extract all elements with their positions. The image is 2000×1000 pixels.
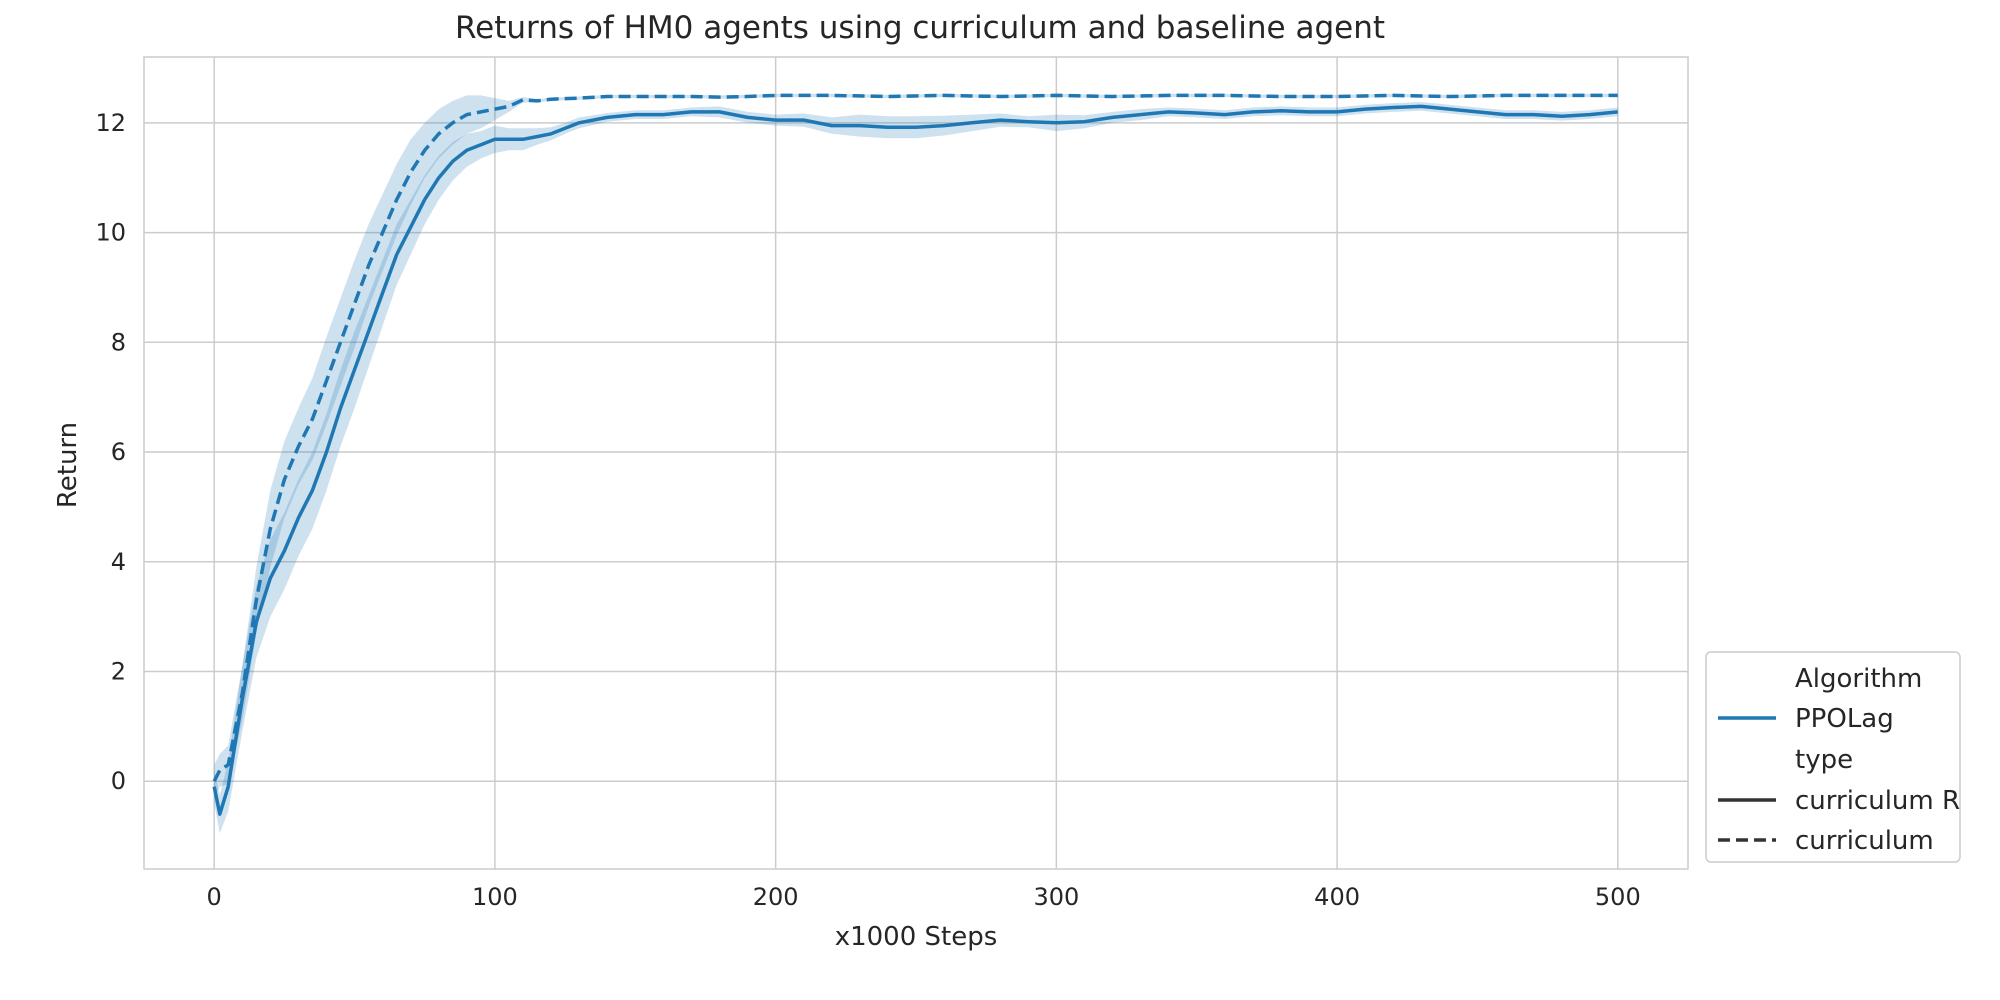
legend-header: Algorithm xyxy=(1795,664,1922,694)
y-tick-label: 10 xyxy=(95,219,126,247)
y-tick-labels: 0 2 4 6 8 10 12 xyxy=(95,109,126,795)
chart-title: Returns of HM0 agents using curriculum a… xyxy=(455,10,1385,46)
legend-entry-label: curriculum xyxy=(1795,826,1934,856)
y-axis-label: Return xyxy=(53,422,83,508)
legend-box xyxy=(1705,651,1961,863)
y-tick-label: 8 xyxy=(111,328,126,356)
x-tick-label: 300 xyxy=(1033,883,1079,911)
series-line-curriculum-R xyxy=(212,104,1618,816)
legend-header: type xyxy=(1795,745,1853,775)
x-axis-label: x1000 Steps xyxy=(835,922,998,952)
series-line-curriculum xyxy=(212,93,1618,782)
legend-entry-label: PPOLag xyxy=(1795,704,1894,734)
y-tick-label: 4 xyxy=(111,548,126,576)
series-lines xyxy=(212,93,1618,816)
x-tick-label: 100 xyxy=(472,883,518,911)
legend-entry-label: curriculum R xyxy=(1795,786,1960,816)
y-tick-label: 12 xyxy=(95,109,126,137)
x-tick-label: 200 xyxy=(753,883,799,911)
y-tick-label: 0 xyxy=(111,767,126,795)
grid-lines xyxy=(144,57,1688,869)
legend: Algorithm PPOLag type curriculum R curriculu… xyxy=(1705,651,1961,863)
plot-area xyxy=(143,56,1689,870)
x-tick-label: 500 xyxy=(1595,883,1641,911)
x-tick-label: 400 xyxy=(1314,883,1360,911)
y-tick-label: 2 xyxy=(111,657,126,685)
x-tick-label: 0 xyxy=(207,883,222,911)
y-tick-label: 6 xyxy=(111,438,126,466)
x-tick-labels: 0 100 200 300 400 500 xyxy=(207,883,1641,911)
